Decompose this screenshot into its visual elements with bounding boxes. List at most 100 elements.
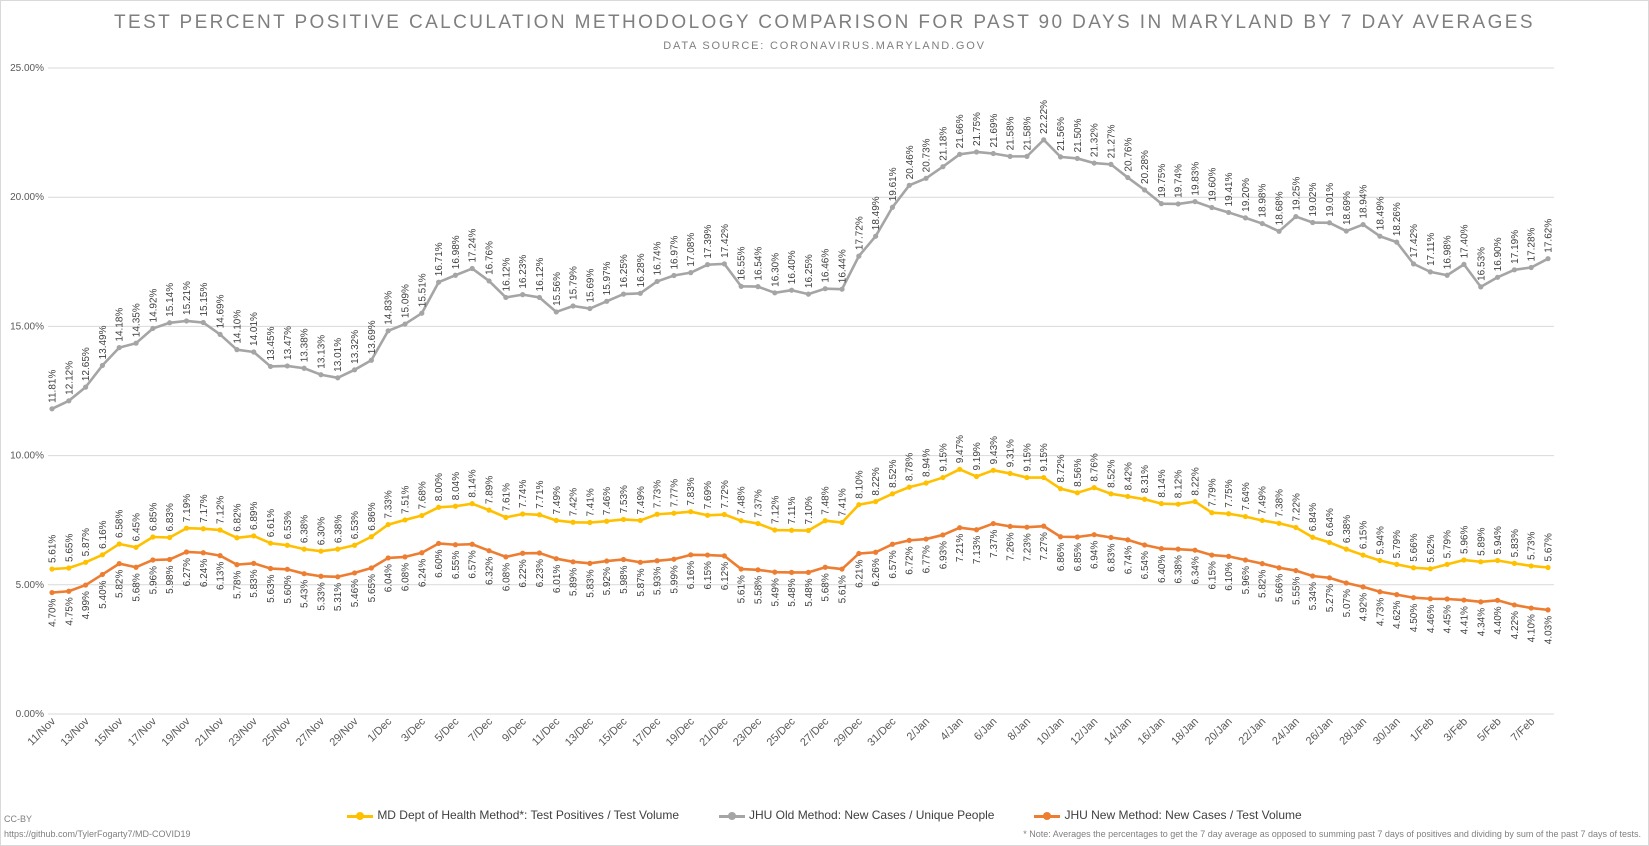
data-label: 13.13% [316,335,327,369]
data-point [436,504,442,510]
data-point [1276,228,1282,234]
data-label: 8.12% [1174,470,1185,498]
data-point [923,480,929,486]
data-point [436,279,442,285]
legend-item: JHU Old Method: New Cases / Unique Peopl… [719,808,994,822]
data-label: 16.97% [669,235,680,269]
data-label: 6.27% [182,558,193,586]
data-label: 5.27% [1325,584,1336,612]
data-point [1024,153,1030,159]
data-point [1024,474,1030,481]
y-tick-label: 15.00% [10,321,44,332]
data-label: 6.61% [266,509,277,537]
data-label: 7.26% [1006,532,1017,560]
data-point [200,550,206,556]
data-label: 14.83% [384,291,395,325]
data-point [822,564,828,570]
data-label: 6.58% [115,510,126,538]
data-point [873,498,879,505]
data-label: 16.12% [501,257,512,291]
data-label: 4.45% [1443,605,1454,633]
data-point [1427,566,1433,572]
data-point [704,512,711,518]
data-point [452,503,459,509]
data-label: 18.98% [1258,184,1269,218]
data-point [1427,269,1433,275]
data-label: 5.94% [1493,526,1504,554]
data-label: 12.65% [81,347,92,381]
data-point [251,533,257,539]
data-point [1259,517,1265,524]
data-point [520,511,526,517]
data-point [940,474,946,481]
data-label: 16.71% [434,242,445,276]
data-label: 5.68% [132,573,143,601]
data-point [1007,153,1013,159]
x-tick-label: 18/Jan [1169,716,1201,748]
data-point [1410,565,1417,571]
data-point [1041,474,1047,481]
source-link[interactable]: https://github.com/TylerFogarty7/MD-COVI… [4,829,191,839]
data-point [49,566,55,572]
x-tick-label: 6/Jan [972,716,1000,744]
x-tick-label: 3/Feb [1442,716,1470,744]
data-label: 15.79% [569,266,580,300]
data-point [116,344,122,351]
x-tick-label: 29/Nov [328,715,361,748]
legend-item: MD Dept of Health Method*: Test Positive… [347,808,679,822]
data-point [1175,201,1181,207]
data-point [66,565,72,571]
data-point [1091,532,1097,538]
data-point [1259,561,1265,567]
data-label: 21.66% [955,114,966,148]
data-label: 6.32% [485,557,496,585]
data-label: 18.68% [1275,191,1286,225]
x-tick-label: 19/Nov [159,715,192,748]
data-point [755,520,761,527]
data-label: 19.25% [1291,177,1302,211]
data-point [234,562,240,568]
data-label: 17.19% [1510,230,1521,264]
data-point [385,521,391,528]
data-point [805,569,812,575]
data-label: 5.89% [569,568,580,596]
data-point [1326,539,1333,546]
data-label: 15.14% [165,283,176,317]
data-label: 7.19% [182,494,193,522]
data-label: 18.69% [1342,191,1353,225]
data-point [469,541,475,547]
data-label: 7.33% [384,490,395,518]
data-label: 8.10% [854,470,865,498]
data-label: 5.66% [1409,533,1420,561]
data-point [385,328,391,334]
data-point [1410,595,1417,601]
data-label: 4.41% [1459,606,1470,634]
data-label: 5.87% [636,568,647,596]
data-point [1528,264,1534,271]
data-point [654,558,660,564]
data-label: 5.68% [821,573,832,601]
data-point [99,571,106,578]
data-point [368,565,374,571]
data-label: 5.79% [1443,530,1454,558]
data-label: 21.32% [1090,123,1101,157]
data-label: 7.83% [686,477,697,505]
data-label: 5.55% [1291,576,1302,604]
data-label: 6.08% [400,563,411,591]
data-label: 7.46% [602,487,613,515]
data-label: 6.85% [148,503,159,531]
data-label: 21.56% [1056,117,1067,151]
data-point [1226,511,1232,517]
data-point [957,151,963,157]
data-label: 6.15% [1207,561,1218,589]
data-label: 16.55% [737,246,748,280]
data-label: 5.78% [232,571,243,599]
data-label: 8.04% [451,472,462,500]
data-point [1310,534,1316,540]
data-point [351,570,358,576]
y-tick-label: 0.00% [16,709,44,720]
data-point [906,182,912,188]
data-point [1074,534,1080,540]
data-label: 16.12% [535,257,546,291]
data-point [1091,160,1097,166]
